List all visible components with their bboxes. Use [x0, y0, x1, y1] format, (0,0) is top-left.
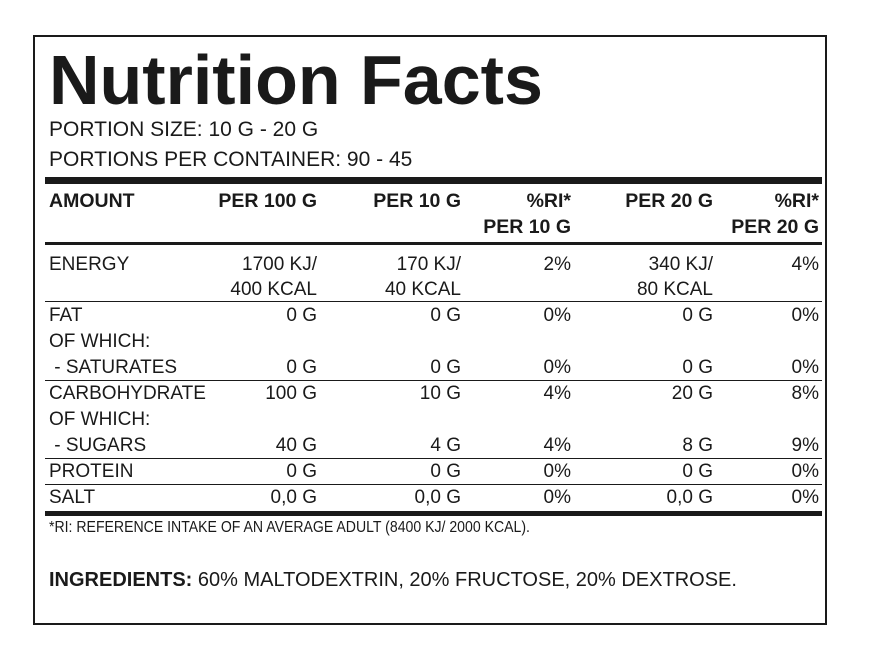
nutrition-label: Nutrition Facts PORTION SIZE: 10 G - 20 …: [33, 35, 827, 625]
row-sugars-ri10: 4%: [543, 435, 571, 456]
row-energy-per20-kcal: 80 KCAL: [636, 279, 713, 300]
ingredients-text: 60% MALTODEXTRIN, 20% FRUCTOSE, 20% DEXT…: [192, 569, 737, 591]
row-protein-ri20: 0%: [791, 461, 819, 482]
row-fat-per100: 0 G: [286, 305, 317, 326]
header-per20: PER 20 G: [625, 190, 713, 212]
row-protein-name: PROTEIN: [49, 461, 134, 482]
row-fat-per10: 0 G: [430, 305, 461, 326]
row-energy-per100-kcal: 400 KCAL: [230, 279, 317, 300]
row-energy-per10-kcal: 40 KCAL: [384, 279, 461, 300]
ingredients-label: INGREDIENTS:: [49, 569, 193, 591]
row-energy-per20-kj: 340 KJ/: [648, 254, 713, 275]
table-bottom-rule: [45, 511, 822, 516]
portion-size: PORTION SIZE: 10 G - 20 G: [49, 118, 319, 141]
ri-footnote: *RI: REFERENCE INTAKE OF AN AVERAGE ADUL…: [49, 519, 530, 536]
row-salt-name: SALT: [49, 487, 96, 508]
row-salt-ri10: 0%: [543, 487, 571, 508]
header-ri10-line2: PER 10 G: [483, 216, 571, 238]
row-sugars-per20: 8 G: [682, 435, 713, 456]
header-ri20-line1: %RI*: [774, 190, 819, 212]
header-per10: PER 10 G: [373, 190, 461, 212]
portions-per-container: PORTIONS PER CONTAINER: 90 - 45: [49, 148, 413, 171]
row-energy-ri20: 4%: [791, 254, 819, 275]
row-protein-per20: 0 G: [682, 461, 713, 482]
row-protein-ri10: 0%: [543, 461, 571, 482]
row-divider: [45, 484, 822, 485]
label-title: Nutrition Facts: [49, 41, 543, 119]
row-energy-ri10: 2%: [543, 254, 571, 275]
row-saturates-per100: 0 G: [286, 357, 317, 378]
row-divider: [45, 301, 822, 302]
row-divider: [45, 380, 822, 381]
row-fat-per20: 0 G: [682, 305, 713, 326]
row-fat-name: FAT: [49, 305, 83, 326]
header-ri20-line2: PER 20 G: [731, 216, 819, 238]
row-saturates-per10: 0 G: [430, 357, 461, 378]
row-protein-per10: 0 G: [430, 461, 461, 482]
header-ri10-line1: %RI*: [526, 190, 571, 212]
row-energy-name: ENERGY: [49, 254, 130, 275]
header-per100: PER 100 G: [218, 190, 317, 212]
row-energy-per100-kj: 1700 KJ/: [242, 254, 317, 275]
row-carbohydrate-per100: 100 G: [265, 383, 317, 404]
row-carbohydrate-name: CARBOHYDRATE: [49, 383, 206, 404]
row-fat-ri20: 0%: [791, 305, 819, 326]
row-carbohydrate-per20: 20 G: [671, 383, 713, 404]
row-fat-of-which: OF WHICH:: [49, 331, 151, 352]
row-protein-per100: 0 G: [286, 461, 317, 482]
row-saturates-ri20: 0%: [791, 357, 819, 378]
row-carbohydrate-ri20: 8%: [791, 383, 819, 404]
header-bottom-rule: [45, 242, 822, 245]
row-salt-per20: 0,0 G: [666, 487, 713, 508]
row-sugars-per100: 40 G: [275, 435, 317, 456]
row-saturates-ri10: 0%: [543, 357, 571, 378]
row-salt-ri20: 0%: [791, 487, 819, 508]
row-saturates-name: - SATURATES: [49, 357, 178, 378]
header-top-rule: [45, 177, 822, 184]
header-amount: AMOUNT: [49, 190, 135, 212]
row-sugars-per10: 4 G: [430, 435, 461, 456]
row-salt-per100: 0,0 G: [270, 487, 317, 508]
row-carbohydrate-per10: 10 G: [419, 383, 461, 404]
ingredients: INGREDIENTS: 60% MALTODEXTRIN, 20% FRUCT…: [49, 567, 769, 593]
row-salt-per10: 0,0 G: [414, 487, 461, 508]
row-carbohydrate-of-which: OF WHICH:: [49, 409, 151, 430]
row-sugars-name: - SUGARS: [49, 435, 147, 456]
row-energy-per10-kj: 170 KJ/: [396, 254, 461, 275]
row-fat-ri10: 0%: [543, 305, 571, 326]
row-divider: [45, 458, 822, 459]
row-carbohydrate-ri10: 4%: [543, 383, 571, 404]
row-saturates-per20: 0 G: [682, 357, 713, 378]
row-sugars-ri20: 9%: [791, 435, 819, 456]
